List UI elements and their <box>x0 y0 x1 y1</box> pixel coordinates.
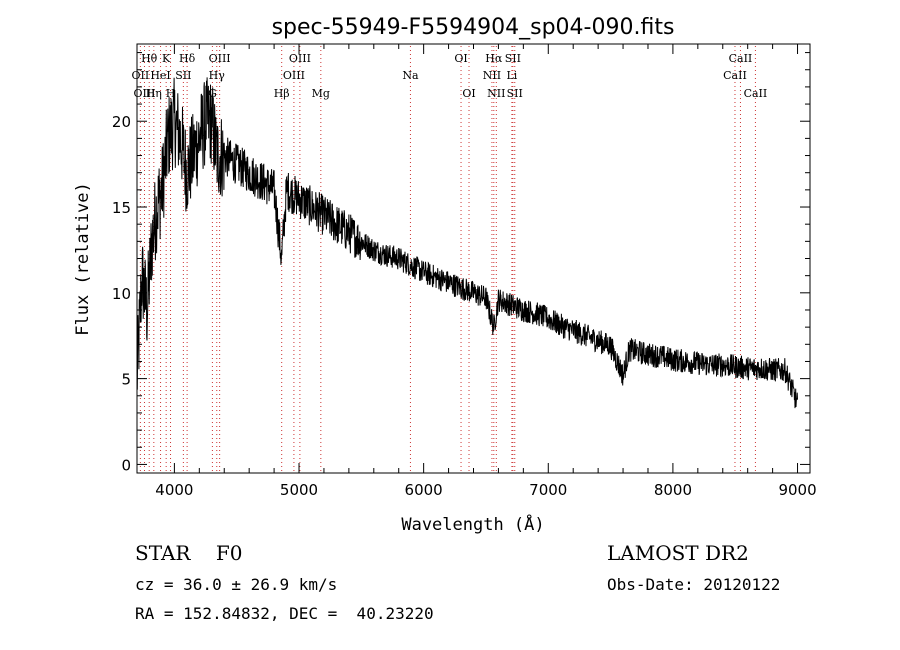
spectral-line-label: OIII <box>133 87 155 100</box>
spectral-line-label: Hθ <box>141 52 158 65</box>
y-tick-labels: 0 5 10 15 20 <box>112 113 131 474</box>
spectral-line-label: NII <box>487 87 505 100</box>
spectral-line-labels: HθOIIOIIIHηHeIKHSIIHδGHγOIIIHβOIIIOIIIMg… <box>132 52 768 100</box>
chart-title: spec-55949-F5594904_sp04-090.fits <box>272 15 675 40</box>
spectral-line-label: Hδ <box>179 52 196 65</box>
spectral-line-label: CaII <box>723 69 747 82</box>
spectral-line-label: OIII <box>209 52 231 65</box>
spectral-line-label: H <box>166 87 176 100</box>
spectral-line-label: Hγ <box>209 69 226 82</box>
spectral-line-label: HeI <box>150 69 170 82</box>
spectral-line-label: Mg <box>312 87 330 100</box>
spectral-line-label: SII <box>507 87 523 100</box>
spectral-line-label: Na <box>402 69 419 82</box>
star-class: STAR F0 <box>135 541 243 565</box>
spectral-line-label: Hβ <box>274 87 290 100</box>
spectral-line-label: OI <box>454 52 467 65</box>
survey-name: LAMOST DR2 <box>607 541 749 565</box>
spectrum-series-line <box>136 77 798 409</box>
y-tick-label: 15 <box>112 199 131 217</box>
x-tick-label: 6000 <box>405 481 443 499</box>
spectral-line-label: Li <box>506 69 517 82</box>
plot-frame <box>136 43 811 474</box>
x-tick-labels: 4000 5000 6000 7000 8000 9000 <box>155 481 816 499</box>
x-tick-label: 9000 <box>778 481 816 499</box>
x-tick-label: 4000 <box>155 481 193 499</box>
redshift-cz: cz = 36.0 ± 26.9 km/s <box>135 575 338 594</box>
spectral-line-label: Hα <box>485 52 503 65</box>
spectral-line-label: Hη <box>146 87 162 100</box>
spectral-line-label: OIII <box>283 69 305 82</box>
x-tick-label: 8000 <box>654 481 692 499</box>
spectral-line-markers <box>139 46 756 473</box>
y-tick-label: 10 <box>112 285 131 303</box>
x-axis-label: Wavelength (Å) <box>401 513 544 535</box>
spectral-line-label: CaII <box>744 87 768 100</box>
spectral-line-label: CaII <box>729 52 753 65</box>
spectral-line-label: OIII <box>289 52 311 65</box>
axis-ticks <box>137 44 810 473</box>
spectral-line-label: OI <box>462 87 475 100</box>
spectral-line-label: SII <box>505 52 521 65</box>
x-tick-label: 5000 <box>280 481 318 499</box>
y-tick-label: 0 <box>121 456 131 474</box>
y-tick-label: 20 <box>112 113 131 131</box>
x-tick-label: 7000 <box>529 481 567 499</box>
y-axis-label: Flux (relative) <box>73 182 93 336</box>
spectral-line-label: OII <box>132 69 150 82</box>
ra-dec: RA = 152.84832, DEC = 40.23220 <box>135 604 434 623</box>
y-tick-label: 5 <box>121 371 131 389</box>
spectral-line-label: SII <box>175 69 191 82</box>
spectral-line-label: K <box>162 52 171 65</box>
spectral-line-label: NII <box>483 69 501 82</box>
obs-date: Obs-Date: 20120122 <box>607 575 781 594</box>
